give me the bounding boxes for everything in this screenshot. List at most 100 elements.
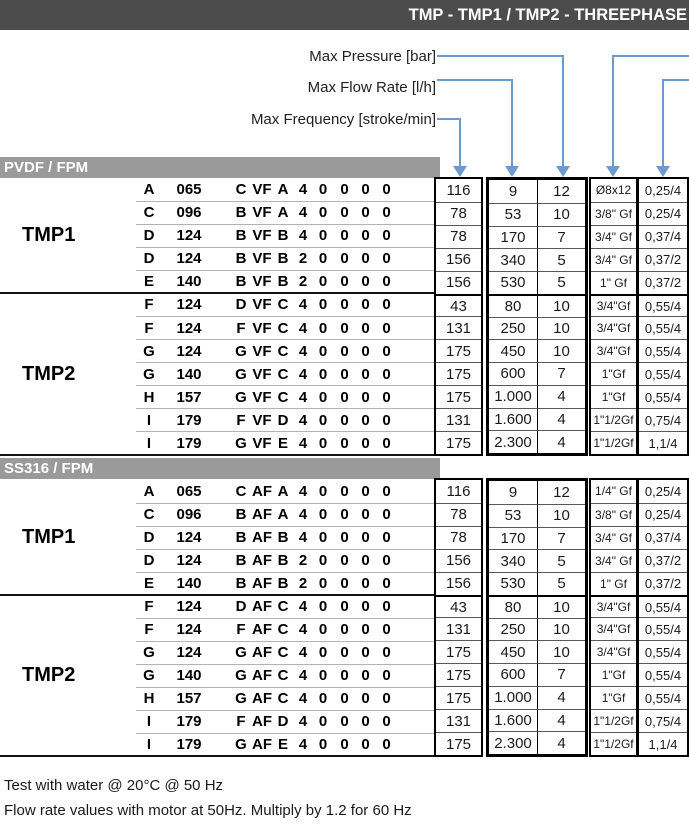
code-cell: 0	[340, 296, 349, 314]
code-cell: B	[235, 227, 247, 245]
value-cell: 0,25/4	[639, 201, 687, 225]
code-cell: 0	[340, 250, 349, 268]
code-cell: 4	[298, 319, 308, 337]
code-cell: 065	[176, 483, 202, 500]
row-divider	[136, 269, 437, 271]
code-cell: G	[235, 736, 247, 753]
model-code-row: D 124 B VF B 2 0 0 0 0	[0, 246, 437, 270]
code-cell: I	[146, 434, 152, 452]
code-cell: 4	[298, 506, 308, 523]
code-cell: F	[144, 319, 154, 337]
value-cell: 600	[489, 663, 537, 686]
section-band: SS316 / FPM	[0, 458, 440, 479]
value-cell: 170	[489, 225, 537, 249]
value-cell: 5	[537, 572, 585, 595]
code-cell: C	[277, 621, 289, 638]
code-cell: 179	[176, 434, 202, 452]
code-cell: VF	[252, 296, 272, 314]
code-cell: F	[144, 598, 154, 615]
code-cell: 0	[361, 388, 370, 406]
code-cell: 0	[382, 621, 391, 638]
code-cell: G	[143, 644, 155, 661]
model-code-row: G 140 G AF C 4 0 0 0 0	[0, 663, 437, 687]
model-code-row: A 065 C AF A 4 0 0 0 0	[0, 480, 437, 503]
value-cell: 0,55/4	[639, 339, 687, 362]
code-cell: C	[277, 667, 289, 684]
value-cell: 0,37/2	[639, 270, 687, 294]
arrowhead-pressure-icon	[556, 166, 570, 177]
row-divider	[136, 502, 437, 504]
code-cell: 0	[318, 736, 328, 753]
model-code-row: H 157 G VF C 4 0 0 0 0	[0, 385, 437, 409]
code-cell: G	[235, 434, 247, 452]
value-cell: 3/4"Gf	[591, 594, 636, 618]
value-column-connection: Ø8x12 3/8" Gf 3/4" Gf 3/4" Gf 1" Gf 3/4"Gf 3/4…	[589, 177, 638, 456]
code-cell: 0	[361, 483, 370, 500]
pump-series-label: TMP1	[22, 526, 76, 548]
value-cell: 0,25/4	[639, 502, 687, 526]
value-cell: 2.300	[489, 731, 537, 754]
value-cell: 0,55/4	[639, 640, 687, 663]
value-cell: 3/4"Gf	[591, 316, 636, 339]
code-cell: E	[277, 736, 288, 753]
value-cell: 340	[489, 248, 537, 271]
value-cell: 0,55/4	[639, 293, 687, 317]
code-cell: 0	[340, 388, 349, 406]
code-cell: VF	[252, 273, 272, 291]
code-cell: 4	[298, 227, 308, 245]
code-cell: 0	[382, 736, 391, 753]
code-cell: 157	[176, 690, 202, 707]
model-code-row: F 124 F AF C 4 0 0 0 0	[0, 617, 437, 641]
code-cell: I	[146, 736, 152, 753]
row-divider	[136, 223, 437, 225]
row-divider	[136, 525, 437, 527]
code-cell: 124	[176, 621, 202, 638]
code-cell: 096	[176, 204, 202, 222]
arrow-line-power	[662, 79, 689, 167]
code-cell: 0	[361, 667, 370, 684]
code-cell: B	[235, 250, 247, 268]
code-cell: E	[143, 575, 154, 592]
value-column-flow-pressure: 9 12 53 10 170 7 340 5 530 5 80 10 250 10 450 10 600 7 1.0…	[486, 177, 588, 456]
value-cell: 10	[537, 617, 585, 641]
code-cell: 0	[361, 342, 370, 360]
code-cell: 0	[340, 227, 349, 245]
value-cell: 1"Gf	[591, 362, 636, 385]
code-cell: G	[235, 388, 247, 406]
code-cell: C	[143, 506, 155, 523]
code-cell: A	[277, 181, 289, 199]
code-cell: 140	[176, 273, 202, 291]
code-cell: 0	[318, 411, 328, 429]
value-column-frequency: 116 78 78 156 156 43 131 175 175 175 131 175	[434, 177, 483, 456]
value-cell: 131	[436, 709, 481, 732]
code-cell: 0	[382, 506, 391, 523]
value-cell: 1"1/2Gf	[591, 408, 636, 431]
code-cell: 0	[318, 483, 328, 500]
code-cell: VF	[252, 250, 272, 268]
value-cell: 156	[436, 548, 481, 572]
code-cell: 0	[361, 204, 370, 222]
model-code-row: I 179 G AF E 4 0 0 0 0	[0, 732, 437, 756]
code-cell: 4	[298, 388, 308, 406]
value-cell: 0,55/4	[639, 686, 687, 709]
value-cell: 1" Gf	[591, 571, 636, 595]
value-cell: 131	[436, 617, 481, 640]
value-cell: 1"Gf	[591, 686, 636, 709]
row-divider	[136, 431, 437, 433]
model-code-row: D 124 B AF B 4 0 0 0 0	[0, 525, 437, 549]
code-cell: 0	[318, 319, 328, 337]
code-cell: 0	[318, 621, 328, 638]
code-cell: D	[143, 529, 155, 546]
value-cell: 10	[537, 316, 585, 340]
code-cell: 4	[298, 296, 308, 314]
code-cell: 4	[298, 483, 308, 500]
code-cell: 0	[340, 736, 349, 753]
model-code-row: C 096 B AF A 4 0 0 0 0	[0, 502, 437, 526]
value-cell: Ø8x12	[595, 183, 632, 198]
value-cell: 5	[537, 549, 585, 572]
value-cell: 450	[489, 339, 537, 362]
code-cell: G	[235, 644, 247, 661]
value-cell: 0,37/4	[639, 525, 687, 549]
code-cell: 0	[361, 181, 370, 199]
code-cell: VF	[252, 388, 272, 406]
